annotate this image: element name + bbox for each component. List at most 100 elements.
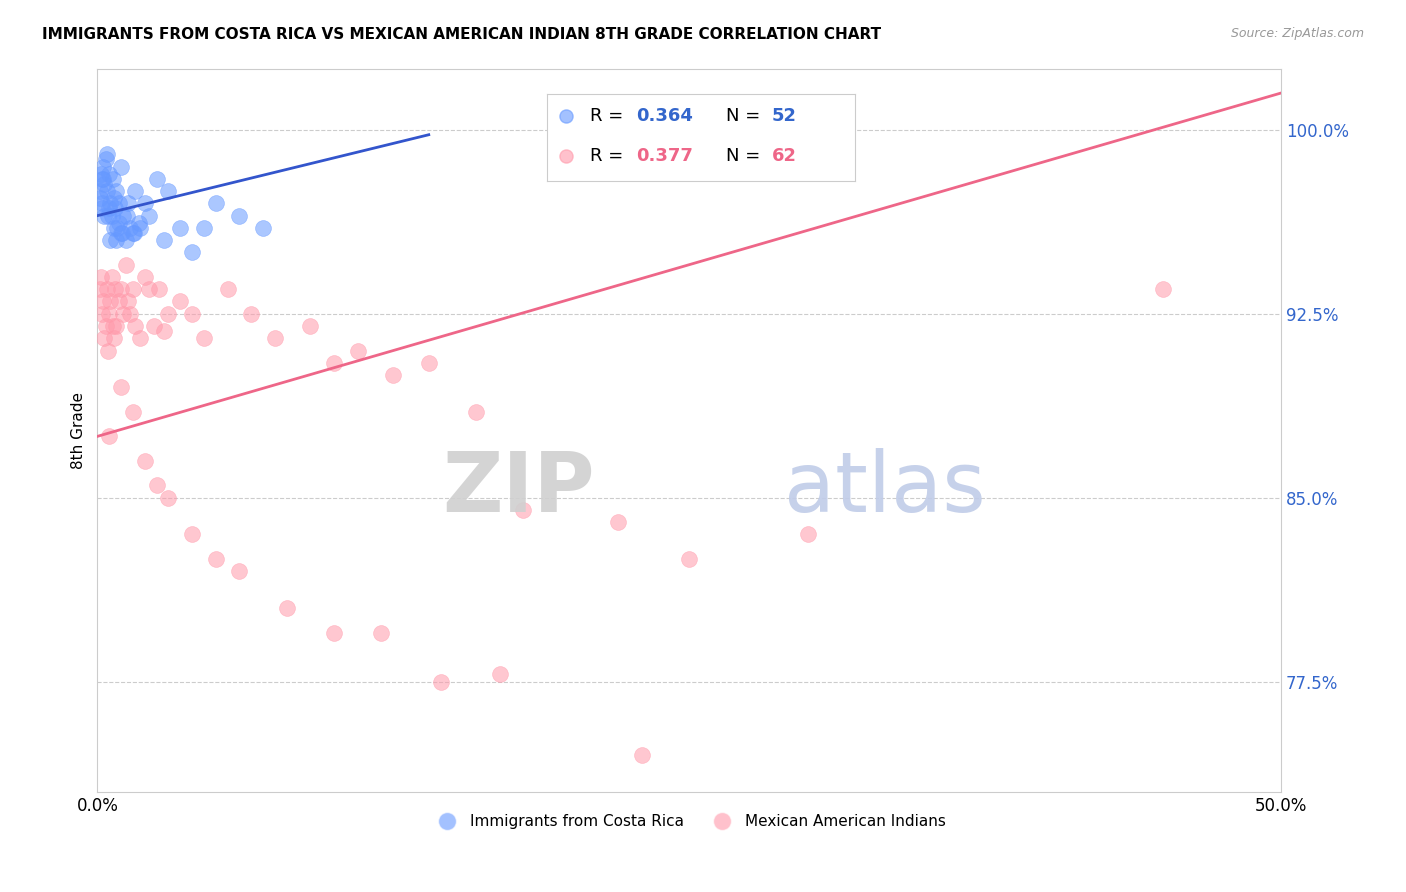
Text: atlas: atlas: [783, 448, 986, 529]
Point: [112, 209, 135, 223]
Point: [101, 172, 124, 186]
Point: [120, 307, 142, 321]
Point: [98, 202, 121, 216]
Point: [346, 343, 368, 358]
Point: [105, 318, 128, 333]
Point: [796, 527, 818, 541]
Text: ZIP: ZIP: [441, 448, 595, 529]
Point: [91, 160, 114, 174]
Text: Source: ZipAtlas.com: Source: ZipAtlas.com: [1230, 27, 1364, 40]
Point: [121, 282, 143, 296]
Point: [103, 192, 125, 206]
Point: [129, 331, 152, 345]
Point: [181, 307, 204, 321]
Text: IMMIGRANTS FROM COSTA RICA VS MEXICAN AMERICAN INDIAN 8TH GRADE CORRELATION CHAR: IMMIGRANTS FROM COSTA RICA VS MEXICAN AM…: [42, 27, 882, 42]
Legend: Immigrants from Costa Rica, Mexican American Indians: Immigrants from Costa Rica, Mexican Amer…: [426, 808, 952, 835]
Point: [89, 192, 111, 206]
Point: [91, 307, 114, 321]
Point: [630, 748, 652, 763]
Point: [148, 282, 170, 296]
Point: [103, 331, 125, 345]
Point: [276, 601, 298, 615]
Point: [169, 221, 191, 235]
Point: [382, 368, 405, 382]
Point: [193, 331, 215, 345]
Point: [91, 172, 114, 186]
Point: [418, 356, 440, 370]
Point: [96, 147, 118, 161]
Point: [107, 196, 129, 211]
Point: [122, 226, 145, 240]
Point: [678, 552, 700, 566]
Point: [93, 177, 115, 191]
Point: [101, 318, 124, 333]
Point: [105, 233, 128, 247]
Point: [96, 184, 118, 198]
Point: [117, 196, 139, 211]
Point: [100, 209, 122, 223]
Point: [204, 552, 226, 566]
Point: [110, 226, 132, 240]
Point: [114, 258, 136, 272]
Point: [104, 202, 127, 216]
Point: [157, 491, 180, 505]
Point: [157, 184, 180, 198]
Point: [512, 503, 534, 517]
Point: [94, 153, 117, 167]
Point: [252, 221, 274, 235]
Point: [370, 625, 392, 640]
Point: [90, 202, 112, 216]
Point: [299, 318, 322, 333]
Point: [98, 307, 121, 321]
Point: [107, 294, 129, 309]
Point: [429, 674, 451, 689]
Point: [124, 318, 146, 333]
Point: [97, 209, 120, 223]
Point: [121, 226, 143, 240]
Point: [134, 196, 156, 211]
Point: [121, 405, 143, 419]
Point: [1152, 282, 1174, 296]
Point: [138, 282, 160, 296]
Point: [105, 184, 128, 198]
Point: [115, 209, 138, 223]
Point: [143, 318, 166, 333]
Point: [488, 667, 510, 681]
Point: [93, 331, 115, 345]
Point: [181, 527, 204, 541]
Point: [204, 196, 226, 211]
Point: [110, 380, 132, 394]
Point: [181, 245, 204, 260]
Point: [90, 270, 112, 285]
Point: [124, 184, 146, 198]
Point: [110, 160, 132, 174]
Point: [100, 270, 122, 285]
Point: [98, 233, 121, 247]
Point: [228, 209, 250, 223]
Point: [112, 307, 135, 321]
Point: [93, 209, 115, 223]
Point: [323, 625, 346, 640]
Point: [323, 356, 346, 370]
Point: [117, 294, 139, 309]
Point: [129, 221, 152, 235]
Point: [89, 282, 111, 296]
Point: [91, 196, 114, 211]
Point: [193, 221, 215, 235]
Point: [128, 216, 150, 230]
Point: [169, 294, 191, 309]
Y-axis label: 8th Grade: 8th Grade: [72, 392, 86, 468]
Point: [240, 307, 263, 321]
Point: [134, 454, 156, 468]
Point: [465, 405, 488, 419]
Point: [96, 282, 118, 296]
Point: [145, 478, 167, 492]
Point: [98, 294, 121, 309]
Point: [98, 196, 121, 211]
Point: [103, 221, 125, 235]
Point: [89, 184, 111, 198]
Point: [111, 226, 134, 240]
Point: [120, 221, 142, 235]
Point: [114, 233, 136, 247]
Point: [157, 307, 180, 321]
